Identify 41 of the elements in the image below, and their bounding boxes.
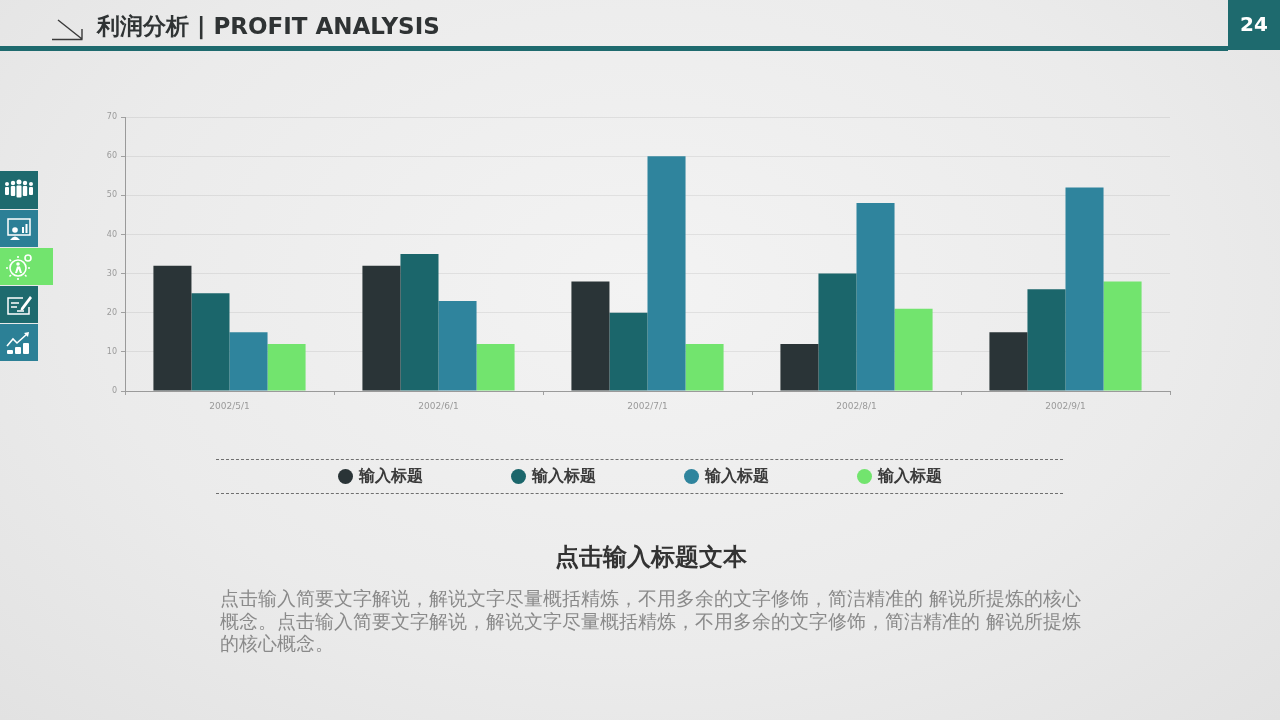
bar <box>894 308 933 391</box>
bar <box>780 344 819 391</box>
bar <box>818 273 857 391</box>
y-tick-label: 0 <box>111 386 117 396</box>
legend-label: 输入标题 <box>877 466 942 487</box>
bar <box>362 265 401 391</box>
bar <box>989 332 1028 391</box>
bar <box>571 281 610 391</box>
header-tab: 24 <box>1228 0 1280 50</box>
y-tick-label: 70 <box>106 112 117 122</box>
legend-label: 输入标题 <box>531 466 596 487</box>
x-tick-label: 2002/7/1 <box>627 400 668 411</box>
x-tick-label: 2002/6/1 <box>418 400 459 411</box>
legend-label: 输入标题 <box>704 466 769 487</box>
text: 点击输入标题文本 <box>554 542 748 573</box>
y-tick-label: 50 <box>106 190 117 200</box>
y-tick-label: 30 <box>106 268 117 278</box>
bar <box>267 344 306 391</box>
bar <box>856 203 895 391</box>
bar <box>647 156 686 391</box>
chart-title: 利润分析 | PROFIT ANALYSIS <box>97 12 440 42</box>
y-tick-label: 10 <box>106 346 117 356</box>
x-tick-label: 2002/8/1 <box>836 400 877 411</box>
bar <box>438 300 477 391</box>
x-tick-label: 2002/5/1 <box>209 400 250 411</box>
y-tick-label: 20 <box>106 307 117 317</box>
bar <box>400 254 439 391</box>
bar <box>1065 187 1104 391</box>
bar <box>229 332 268 391</box>
x-tick-label: 2002/9/1 <box>1045 400 1086 411</box>
bar <box>685 344 724 391</box>
bar <box>609 312 648 391</box>
legend-label: 输入标题 <box>358 466 423 487</box>
y-tick-label: 60 <box>106 151 117 161</box>
bar <box>191 293 230 391</box>
bar <box>476 344 515 391</box>
text: 点击输入简要文字解说，解说文字尽量概括精炼，不用多余的文字修饰，简洁精准的 解说所提炼的核心概念。点击输入简要文字解说，解说文字尽量概括精炼，不用多余的文字修饰，简洁精准的 解说所提炼的核心概念。 <box>220 587 1083 655</box>
bar <box>153 265 192 391</box>
y-tick-label: 40 <box>106 229 117 239</box>
bar <box>1027 289 1066 391</box>
bar <box>1103 281 1142 391</box>
